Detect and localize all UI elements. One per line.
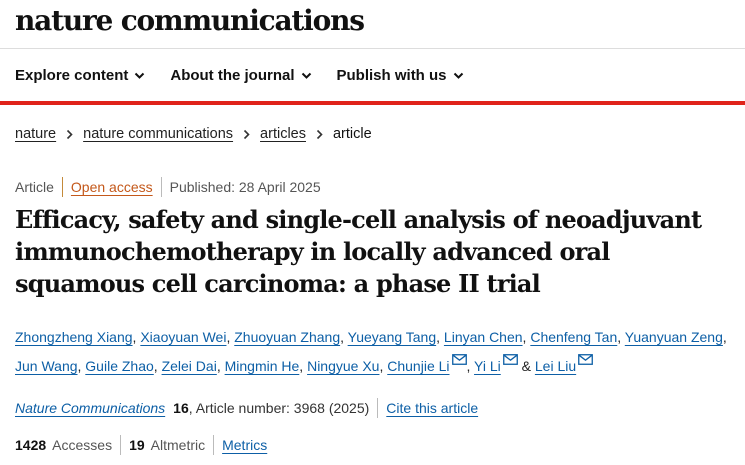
article-meta: Article Open access Published: 28 April …	[15, 177, 321, 197]
chevron-right-icon	[243, 129, 250, 140]
altmetric-label: Altmetric	[150, 437, 206, 453]
open-access-link[interactable]: Open access	[70, 179, 153, 195]
author-link[interactable]: Xiaoyuan Wei	[140, 329, 227, 345]
volume-number: 16	[173, 400, 189, 416]
journal-link[interactable]: Nature Communications	[15, 400, 166, 416]
author-link[interactable]: Yi Li	[474, 358, 501, 374]
author-conjunction: &	[521, 358, 531, 374]
author-link[interactable]: Zhuoyuan Zhang	[234, 329, 341, 345]
mail-icon[interactable]	[578, 354, 594, 366]
author-link[interactable]: Jun Wang	[15, 358, 78, 374]
journal-logo[interactable]: nature communications	[15, 4, 365, 37]
author-link[interactable]: Zelei Dai	[161, 358, 217, 374]
site-header: nature communications Explore content Ab…	[0, 0, 745, 105]
meta-divider	[160, 177, 162, 197]
accesses-count: 1428	[15, 437, 47, 453]
article-number: , Article number: 3968 (2025)	[188, 400, 370, 416]
article-title: Efficacy, safety and single-cell analysi…	[15, 205, 702, 298]
metrics-link[interactable]: Metrics	[222, 437, 268, 453]
author-link[interactable]: Lei Liu	[534, 358, 577, 374]
author-link[interactable]: Linyan Chen	[443, 329, 523, 345]
author-link[interactable]: Guile Zhao	[85, 358, 154, 374]
breadcrumb: nature nature communications articles ar…	[15, 126, 372, 142]
main-nav: Explore content About the journal Publis…	[15, 67, 489, 84]
author-link[interactable]: Chunjie Li	[387, 358, 450, 374]
chevron-right-icon	[66, 129, 73, 140]
citation-line: Nature Communications 16 , Article numbe…	[15, 398, 478, 418]
author-link[interactable]: Yuanyuan Zeng	[624, 329, 723, 345]
nav-about-journal-label: About the journal	[170, 67, 295, 84]
citation-divider	[377, 398, 379, 418]
chevron-down-icon	[453, 72, 463, 79]
author-link[interactable]: Ningyue Xu	[307, 358, 380, 374]
article-type: Article	[15, 179, 54, 195]
accesses-label: Accesses	[52, 437, 113, 453]
breadcrumb-articles[interactable]: articles	[260, 126, 306, 142]
chevron-down-icon	[301, 72, 311, 79]
breadcrumb-nature-communications[interactable]: nature communications	[83, 126, 234, 142]
mail-icon[interactable]	[502, 354, 518, 366]
nav-about-journal[interactable]: About the journal	[170, 67, 311, 84]
nav-explore-content[interactable]: Explore content	[15, 67, 145, 84]
chevron-down-icon	[135, 72, 145, 79]
nav-publish-with-us[interactable]: Publish with us	[337, 67, 464, 84]
metrics-divider	[120, 435, 122, 455]
nav-explore-content-label: Explore content	[15, 67, 129, 84]
metrics-bar: 1428 Accesses 19 Altmetric Metrics	[15, 435, 267, 455]
cite-this-article-link[interactable]: Cite this article	[386, 400, 479, 416]
author-list: Zhongzheng Xiang, Xiaoyuan Wei, Zhuoyuan…	[15, 329, 727, 374]
nav-publish-with-us-label: Publish with us	[336, 67, 447, 84]
author-link[interactable]: Mingmin He	[224, 358, 300, 374]
meta-divider	[61, 177, 63, 197]
header-divider	[0, 48, 745, 49]
author-link[interactable]: Chenfeng Tan	[530, 329, 618, 345]
chevron-right-icon	[316, 129, 323, 140]
metrics-divider	[213, 435, 215, 455]
altmetric-count: 19	[129, 437, 145, 453]
published-date: Published: 28 April 2025	[169, 179, 321, 195]
mail-icon[interactable]	[451, 354, 467, 366]
breadcrumb-nature[interactable]: nature	[15, 126, 57, 142]
author-link[interactable]: Zhongzheng Xiang	[15, 329, 133, 345]
author-link[interactable]: Yueyang Tang	[347, 329, 437, 345]
breadcrumb-current: article	[332, 126, 372, 142]
